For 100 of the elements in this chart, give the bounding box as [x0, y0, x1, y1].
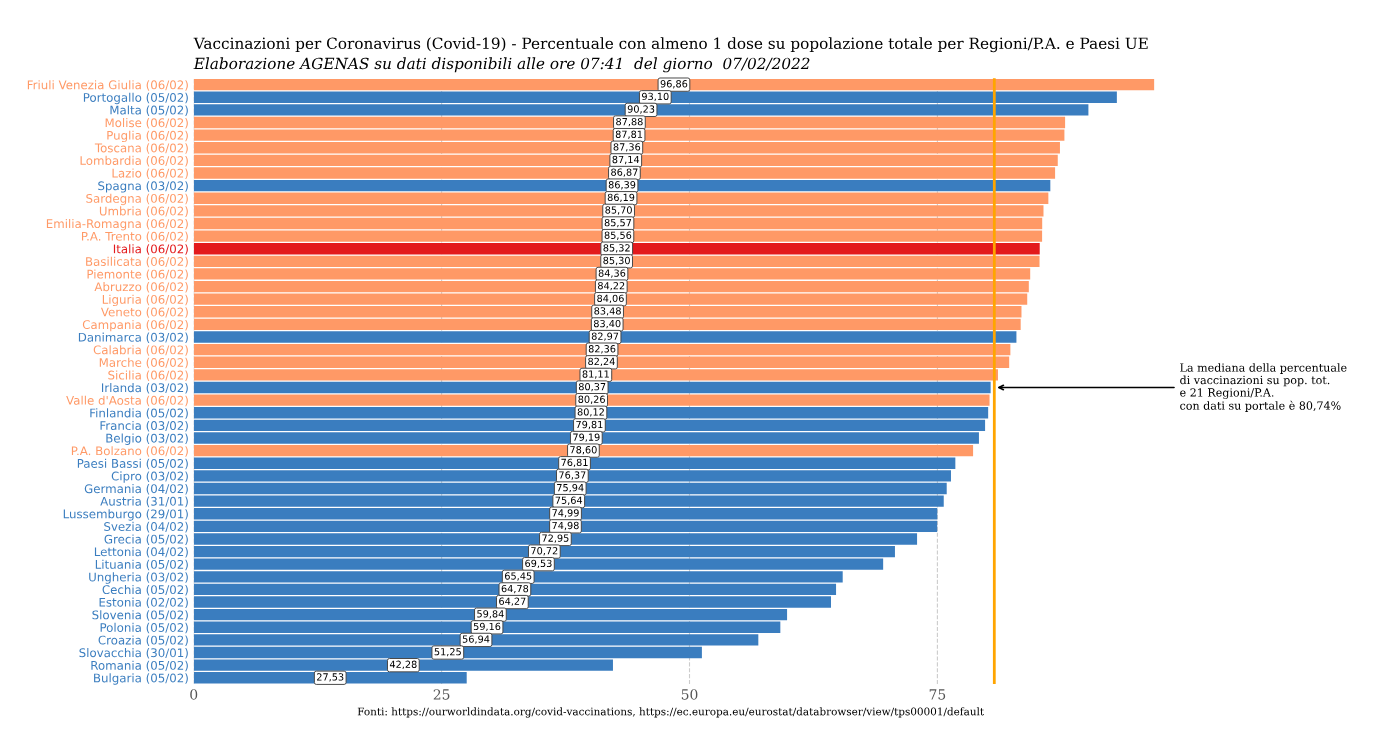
y-tick-label: Belgio (03/02) — [106, 433, 188, 445]
data-label: 87,81 — [615, 130, 643, 139]
data-label: 76,81 — [561, 458, 588, 468]
bar — [193, 444, 974, 457]
y-tick-label: Bulgaria (05/02) — [94, 673, 188, 685]
y-tick-label: Toscana (06/02) — [94, 143, 188, 154]
data-label: 75,64 — [555, 496, 583, 505]
y-tick-label: Danimarca (03/02) — [78, 332, 188, 344]
bar — [193, 243, 1040, 255]
data-label: 80,37 — [578, 382, 606, 392]
bar — [193, 343, 1011, 356]
y-tick-label: Veneto (06/02) — [100, 307, 188, 318]
y-tick-label: P.A. Trento (06/02) — [81, 231, 188, 243]
y-tick-label: Abruzzo (06/02) — [94, 282, 188, 293]
data-label: 84,22 — [598, 282, 625, 291]
data-label: 59,16 — [473, 622, 501, 632]
y-tick-label: Malta (05/02) — [110, 105, 188, 116]
data-label: 96,86 — [660, 80, 688, 89]
data-label: 86,19 — [607, 193, 635, 203]
data-label: 87,14 — [612, 155, 640, 165]
data-label: 78,60 — [570, 446, 597, 455]
data-label: 86,87 — [611, 168, 638, 177]
data-label: 80,12 — [577, 408, 604, 417]
y-tick-label: Ungheria (03/02) — [89, 572, 188, 584]
bar — [193, 331, 1017, 343]
data-label: 82,36 — [588, 345, 616, 354]
y-tick-label: Lussemburgo (29/01) — [63, 509, 188, 521]
data-label: 65,45 — [504, 572, 532, 581]
data-label: 85,57 — [604, 218, 632, 228]
y-tick-label: Francia (03/02) — [100, 420, 188, 432]
data-label: 85,56 — [604, 231, 632, 240]
data-label: 82,97 — [591, 332, 619, 341]
y-tick-label: Campania (06/02) — [82, 319, 188, 332]
y-tick-label: Basilicata (06/02) — [86, 256, 188, 268]
y-tick-label: Lettonia (04/02) — [94, 547, 188, 558]
data-label: 84,06 — [597, 294, 624, 303]
y-tick-label: Lombardia (06/02) — [80, 155, 188, 167]
x-tick-label: 25 — [433, 689, 450, 700]
data-label: 86,39 — [608, 181, 636, 190]
data-label: 59,84 — [477, 610, 504, 619]
data-label: 74,99 — [552, 509, 579, 518]
data-label: 85,32 — [603, 244, 630, 253]
data-label: 83,48 — [594, 307, 621, 316]
y-tick-label: Polonia (05/02) — [100, 622, 188, 634]
y-tick-label: Calabria (06/02) — [93, 345, 188, 356]
y-tick-label: Molise (06/02) — [105, 118, 188, 129]
y-tick-label: Portogallo (05/02) — [83, 92, 188, 105]
bar — [193, 407, 989, 419]
y-tick-label: Irlanda (03/02) — [101, 383, 188, 394]
data-label: 79,19 — [573, 433, 600, 442]
y-tick-label: Paesi Bassi (05/02) — [77, 458, 188, 470]
y-tick-label: Cipro (03/02) — [111, 471, 188, 483]
y-tick-label: Croazia (05/02) — [98, 635, 188, 646]
y-tick-label: Estonia (02/02) — [99, 597, 188, 609]
data-label: 64,27 — [499, 597, 526, 606]
y-tick-label: Finlandia (05/02) — [90, 408, 188, 419]
data-label: 81,11 — [582, 370, 609, 379]
data-label: 83,40 — [593, 319, 621, 329]
y-tick-label: P.A. Bolzano (06/02) — [71, 446, 188, 457]
chart-subtitle: Elaborazione AGENAS su dati disponibili alle ore 07:41 del giorno 07/02/2022 — [193, 57, 810, 73]
bar — [193, 78, 1155, 91]
y-tick-label: Friuli Venezia Giulia (06/02) — [27, 80, 188, 91]
y-tick-label: Lituania (05/02) — [95, 559, 188, 571]
data-label: 84,36 — [598, 269, 626, 278]
x-tick-label: 75 — [929, 689, 946, 700]
y-tick-label: Valle d'Aosta (06/02) — [66, 395, 188, 407]
data-label: 72,95 — [542, 534, 569, 543]
data-label: 85,30 — [603, 256, 630, 266]
data-label: 70,72 — [531, 547, 558, 556]
data-label: 74,98 — [552, 521, 579, 531]
data-label: 75,94 — [557, 483, 584, 493]
data-label: 87,88 — [616, 117, 643, 127]
y-tick-label: Lazio (06/02) — [112, 168, 188, 180]
y-tick-label: Svezia (04/02) — [104, 521, 188, 533]
y-tick-label: Emilia-Romagna (06/02) — [46, 218, 188, 231]
data-label: 90,23 — [627, 105, 655, 114]
data-label: 51,25 — [434, 648, 461, 657]
data-label: 79,81 — [576, 420, 603, 430]
data-label: 87,36 — [613, 143, 641, 152]
bar — [193, 394, 990, 406]
data-label: 82,24 — [588, 357, 615, 367]
x-tick-label: 50 — [681, 689, 698, 700]
y-tick-label: Austria (31/01) — [100, 496, 188, 508]
bar — [193, 381, 991, 394]
ref-line-label: La mediana della percentuale di vaccinazioni su pop. tot. e 21 Regioni/P.A. con dati su portale è 80,74% — [1180, 363, 1347, 412]
y-tick-label: Umbria (06/02) — [99, 206, 188, 217]
y-tick-label: Marche (06/02) — [99, 357, 188, 369]
y-tick-label: Spagna (03/02) — [98, 181, 188, 193]
data-label: 93,10 — [641, 92, 669, 102]
x-tick-label: 0 — [190, 689, 198, 700]
y-tick-label: Romania (05/02) — [91, 660, 188, 672]
chart-title: Vaccinazioni per Coronavirus (Covid-19) - Percentuale con almeno 1 dose su popolazione totale per Regioni/P.A. e Paesi UE — [193, 37, 1148, 53]
data-label: 80,26 — [578, 395, 605, 404]
y-tick-label: Slovacchia (30/01) — [79, 648, 188, 659]
y-tick-label: Slovenia (05/02) — [92, 610, 188, 621]
data-label: 64,78 — [501, 584, 529, 594]
y-tick-label: Sardegna (06/02) — [86, 193, 188, 206]
text: Fonti: https://ourworldindata.org/covid-vaccinations, https://ec.europa.eu/eurostat/databrowser/view/tps00001/default — [357, 707, 984, 718]
y-tick-label: Puglia (06/02) — [107, 130, 188, 143]
y-tick-label: Grecia (05/02) — [104, 534, 188, 545]
